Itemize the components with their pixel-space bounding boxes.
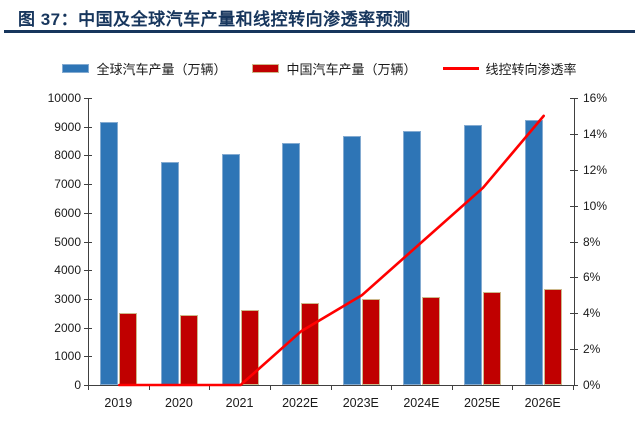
x-axis-tick — [451, 385, 453, 390]
figure-title: 图 37：中国及全球汽车产量和线控转向渗透率预测 — [18, 10, 411, 29]
bar-global-production — [282, 142, 301, 385]
y-axis-left-label: 0 — [74, 378, 81, 392]
legend-label-penetration-rate: 线控转向渗透率 — [485, 61, 577, 77]
legend-item-penetration-rate: 线控转向渗透率 — [442, 59, 577, 78]
y-axis-right-tick — [570, 241, 578, 243]
y-axis-left-label: 7000 — [54, 177, 81, 192]
y-axis-left-label: 2000 — [54, 320, 81, 335]
y-axis-left-label: 9000 — [54, 119, 81, 134]
y-axis-right-label: 8% — [583, 234, 601, 249]
x-axis-label: 2024E — [403, 396, 440, 410]
y-axis-left-label: 5000 — [54, 234, 81, 249]
legend-item-china-production: 中国汽车产量（万辆） — [252, 59, 417, 78]
y-axis-right-label: 0% — [583, 378, 601, 392]
y-axis-right-tick — [570, 277, 578, 279]
bar-china-production — [422, 296, 441, 385]
x-axis-label: 2021 — [225, 396, 254, 410]
y-axis-right-label: 2% — [583, 342, 601, 357]
y-axis-left-tick — [84, 98, 92, 99]
bar-global-production — [464, 125, 483, 385]
bar-global-production — [342, 136, 361, 385]
chart-legend: 全球汽车产量（万辆） 中国汽车产量（万辆） 线控转向渗透率 — [0, 58, 639, 78]
y-axis-left-tick — [84, 356, 92, 358]
y-axis-right-label: 16% — [583, 91, 608, 105]
china-production-swatch-icon — [252, 63, 280, 73]
y-axis-left-label: 4000 — [54, 263, 81, 278]
x-axis-label: 2025E — [463, 396, 501, 410]
bar-global-production — [524, 120, 543, 385]
x-axis-tick — [391, 385, 393, 390]
legend-label-global-production: 全球汽车产量（万辆） — [96, 61, 227, 77]
y-axis-left-tick — [84, 298, 92, 300]
y-axis-right-label: 6% — [583, 270, 601, 285]
plot-area — [88, 98, 575, 387]
bar-china-production — [543, 288, 562, 385]
bar-china-production — [483, 292, 502, 385]
y-axis-right-tick — [570, 349, 578, 351]
y-axis-left-label: 10000 — [47, 91, 81, 105]
global-production-swatch-icon — [62, 63, 90, 73]
y-axis-left-label: 6000 — [54, 205, 81, 220]
x-axis-tick — [330, 385, 332, 390]
y-axis-right-tick — [570, 169, 578, 171]
bar-china-production — [361, 298, 380, 385]
y-axis-right-label: 10% — [583, 198, 608, 213]
y-axis-left-label: 8000 — [54, 148, 81, 163]
y-axis-right-tick — [570, 98, 578, 99]
y-axis-right-label: 12% — [583, 162, 608, 177]
penetration-line — [117, 114, 546, 387]
y-axis-left-tick — [84, 212, 92, 214]
bar-global-production — [100, 121, 119, 385]
x-axis-label: 2023E — [342, 396, 379, 410]
y-axis-left-tick — [84, 155, 92, 157]
y-axis-right-tick — [570, 205, 578, 207]
bar-china-production — [240, 309, 259, 385]
x-axis-tick — [512, 385, 514, 390]
x-axis-tick — [88, 385, 89, 390]
y-axis-right-tick — [570, 133, 578, 135]
x-axis-tick — [148, 385, 150, 390]
x-axis-tick — [573, 385, 574, 390]
x-axis-label: 2022E — [282, 396, 319, 410]
figure-header: 图 37：中国及全球汽车产量和线控转向渗透率预测 — [0, 0, 639, 34]
penetration-line-layer — [117, 114, 546, 387]
y-axis-left-label: 3000 — [54, 291, 81, 306]
legend-label-china-production: 中国汽车产量（万辆） — [286, 61, 417, 77]
title-underline — [4, 30, 635, 33]
x-axis-tick — [209, 385, 211, 390]
y-axis-left-label: 1000 — [54, 349, 81, 364]
y-axis-right-label: 14% — [583, 126, 608, 141]
y-axis-left-tick — [84, 327, 92, 329]
y-axis-right-tick — [570, 385, 578, 386]
x-axis-tick — [269, 385, 271, 390]
y-axis-left-tick — [84, 184, 92, 186]
y-axis-left-tick — [84, 241, 92, 243]
x-axis-label: 2020 — [165, 396, 193, 410]
penetration-rate-line-swatch-icon — [442, 66, 479, 70]
y-axis-left-tick — [84, 126, 92, 128]
y-axis-right-tick — [570, 313, 578, 315]
y-axis-left-tick — [84, 270, 92, 272]
legend-item-global-production: 全球汽车产量（万辆） — [62, 59, 226, 78]
x-axis-label: 2019 — [104, 396, 133, 410]
y-axis-right-label: 4% — [583, 306, 601, 321]
x-axis-label: 2026E — [524, 396, 561, 410]
